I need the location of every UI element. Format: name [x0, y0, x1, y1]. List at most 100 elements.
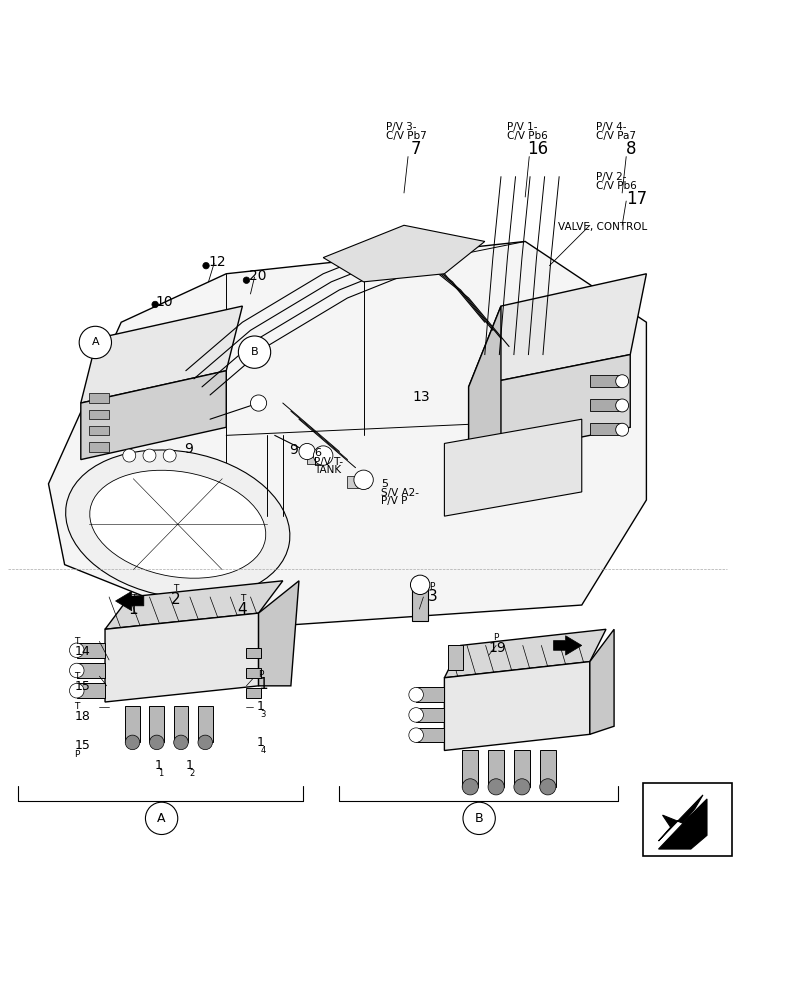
Text: 5: 5: [381, 479, 389, 489]
Bar: [149, 706, 164, 742]
Circle shape: [616, 375, 629, 388]
Text: 4: 4: [260, 746, 265, 755]
Text: 10: 10: [155, 295, 173, 309]
Text: 18: 18: [74, 710, 90, 723]
Bar: [77, 663, 105, 678]
Text: P/V P: P/V P: [381, 496, 408, 506]
Text: 1: 1: [155, 759, 163, 772]
Bar: [198, 706, 213, 742]
Text: 15: 15: [74, 739, 90, 752]
Text: 14: 14: [74, 645, 90, 658]
Circle shape: [250, 395, 267, 411]
Circle shape: [79, 326, 112, 359]
Ellipse shape: [90, 470, 266, 578]
Text: P: P: [74, 750, 80, 759]
Text: 7: 7: [410, 140, 421, 158]
Circle shape: [163, 449, 176, 462]
Circle shape: [540, 779, 556, 795]
Text: P/V 2-: P/V 2-: [596, 172, 627, 182]
Text: C/V Pa7: C/V Pa7: [596, 131, 637, 141]
Bar: [89, 426, 109, 435]
Bar: [590, 423, 622, 435]
Ellipse shape: [65, 450, 290, 599]
Polygon shape: [659, 799, 707, 849]
Circle shape: [299, 443, 315, 460]
Text: P: P: [494, 633, 499, 642]
Bar: [347, 476, 368, 488]
Bar: [462, 750, 478, 787]
Text: P/V 4-: P/V 4-: [596, 122, 627, 132]
Polygon shape: [444, 662, 590, 750]
Bar: [540, 750, 556, 787]
Text: S/V A2-: S/V A2-: [381, 488, 419, 498]
Circle shape: [488, 779, 504, 795]
Text: 9: 9: [184, 442, 193, 456]
Bar: [246, 688, 261, 698]
Text: 19: 19: [489, 641, 507, 655]
Circle shape: [149, 735, 164, 750]
Text: T: T: [74, 637, 80, 646]
Bar: [590, 399, 622, 411]
Polygon shape: [469, 274, 646, 387]
Circle shape: [198, 735, 213, 750]
Text: P/V 1-: P/V 1-: [507, 122, 538, 132]
Text: 1: 1: [257, 700, 265, 713]
Bar: [514, 750, 530, 787]
Polygon shape: [116, 591, 144, 611]
Polygon shape: [444, 629, 606, 678]
Circle shape: [616, 399, 629, 412]
Polygon shape: [590, 629, 614, 734]
Circle shape: [69, 683, 84, 698]
Text: 16: 16: [527, 140, 548, 158]
Text: VALVE, CONTROL: VALVE, CONTROL: [558, 222, 646, 232]
Circle shape: [514, 779, 530, 795]
Polygon shape: [659, 795, 703, 841]
Text: 20: 20: [249, 269, 267, 283]
Circle shape: [409, 708, 423, 722]
Text: 6: 6: [314, 448, 322, 458]
Circle shape: [238, 336, 271, 368]
Text: 17: 17: [626, 190, 647, 208]
Bar: [488, 750, 504, 787]
Polygon shape: [259, 581, 299, 686]
Bar: [412, 589, 428, 621]
Bar: [77, 683, 105, 698]
Text: 1: 1: [259, 677, 268, 692]
Circle shape: [409, 728, 423, 742]
Circle shape: [410, 575, 430, 595]
Polygon shape: [105, 581, 283, 629]
Text: P: P: [430, 582, 435, 591]
Text: P: P: [259, 670, 264, 679]
Circle shape: [354, 470, 373, 489]
Text: C/V Pb7: C/V Pb7: [386, 131, 427, 141]
Bar: [416, 708, 444, 722]
Bar: [643, 783, 732, 856]
Text: 13: 13: [412, 390, 430, 404]
Text: 8: 8: [626, 140, 637, 158]
Text: 3: 3: [427, 589, 437, 604]
Bar: [89, 410, 109, 419]
Bar: [77, 643, 105, 658]
Text: B: B: [475, 812, 483, 825]
Text: 2: 2: [189, 769, 194, 778]
Bar: [89, 442, 109, 452]
Text: 1: 1: [186, 759, 194, 772]
Text: T: T: [74, 702, 80, 711]
Polygon shape: [81, 306, 242, 403]
Circle shape: [616, 423, 629, 436]
Text: A: A: [158, 812, 166, 825]
Text: 2: 2: [171, 592, 181, 607]
Text: P/V 3-: P/V 3-: [386, 122, 417, 132]
Circle shape: [243, 277, 250, 283]
Text: TANK: TANK: [314, 465, 342, 475]
Bar: [416, 687, 444, 702]
Circle shape: [152, 301, 158, 308]
Text: T: T: [240, 594, 245, 603]
Polygon shape: [81, 371, 226, 460]
Circle shape: [409, 687, 423, 702]
Circle shape: [125, 735, 140, 750]
Text: T: T: [74, 672, 80, 681]
Text: C/V Pb6: C/V Pb6: [507, 131, 548, 141]
Circle shape: [174, 735, 188, 750]
Polygon shape: [469, 355, 630, 460]
